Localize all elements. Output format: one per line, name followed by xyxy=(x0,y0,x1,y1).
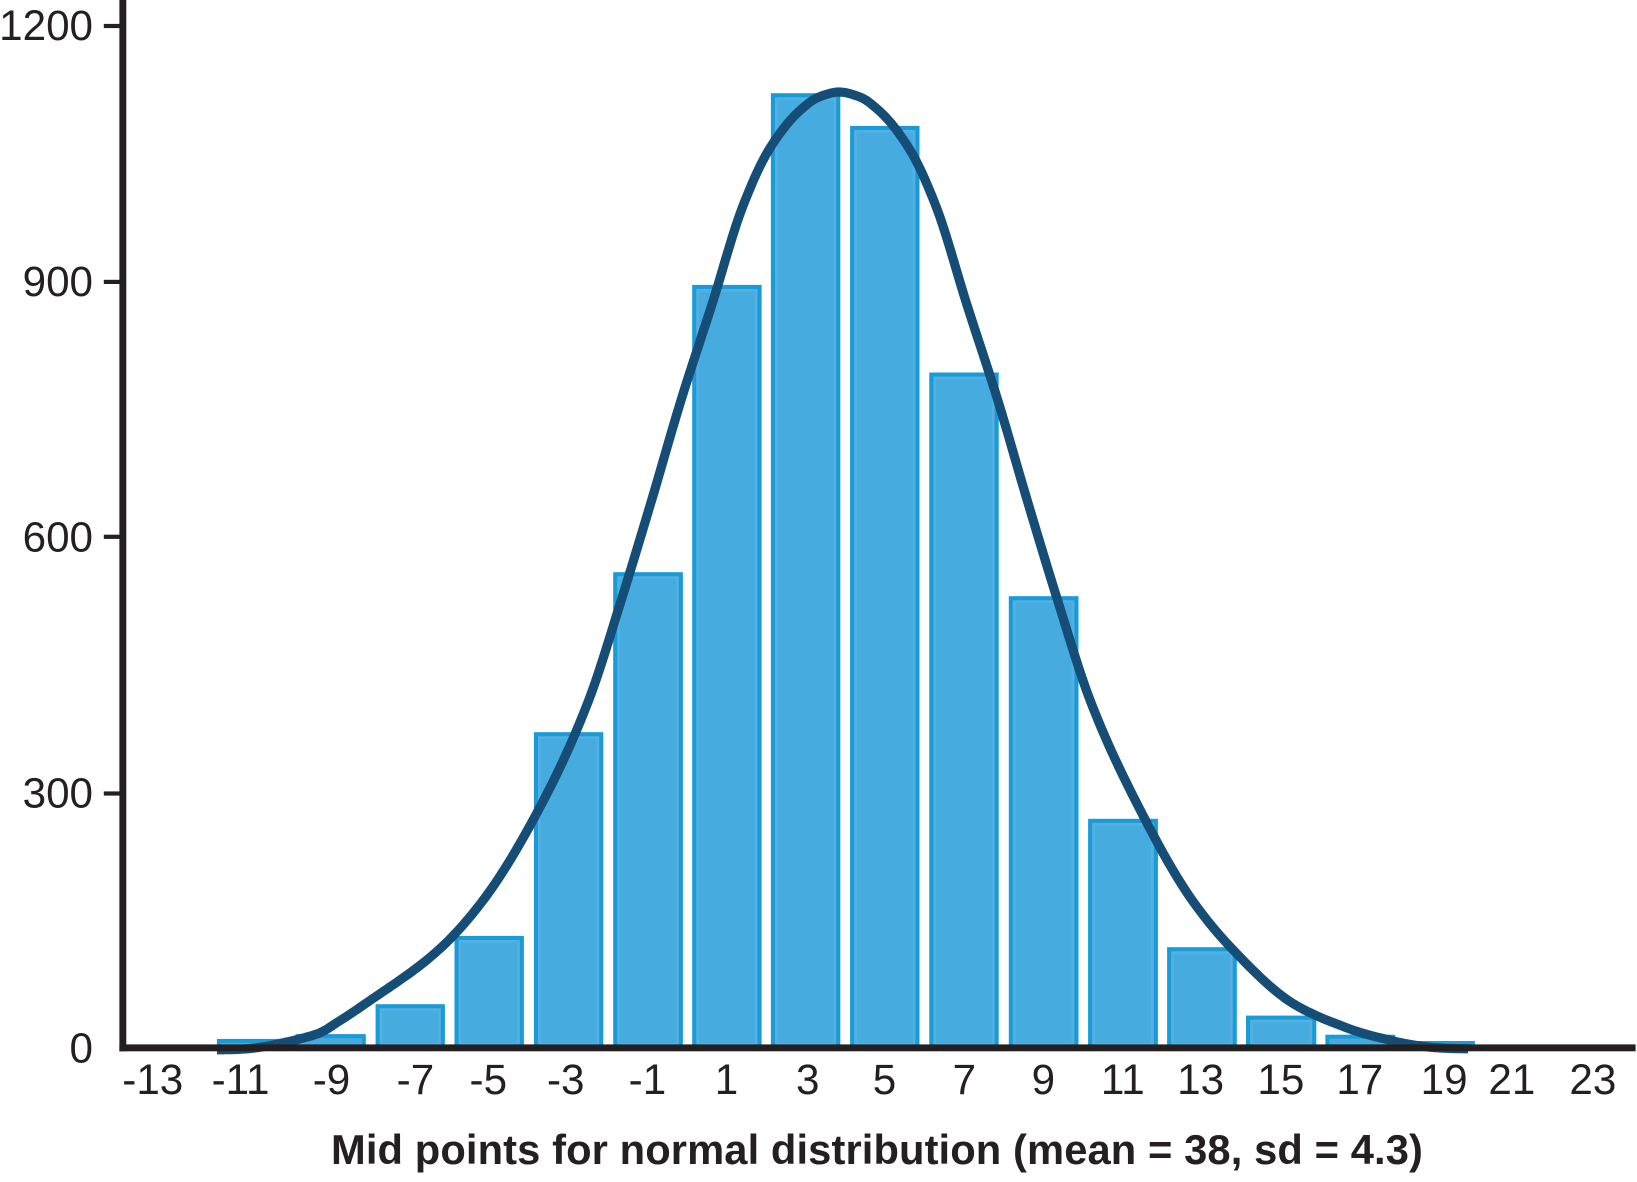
svg-text:3: 3 xyxy=(796,1056,819,1103)
svg-text:600: 600 xyxy=(23,514,93,561)
svg-text:15: 15 xyxy=(1257,1056,1304,1103)
svg-text:-11: -11 xyxy=(212,1056,270,1103)
svg-text:1200: 1200 xyxy=(0,2,93,49)
svg-text:17: 17 xyxy=(1336,1056,1383,1103)
svg-text:-13: -13 xyxy=(122,1056,183,1103)
svg-text:1: 1 xyxy=(715,1056,738,1103)
svg-text:900: 900 xyxy=(23,258,93,305)
svg-text:13: 13 xyxy=(1177,1056,1224,1103)
svg-text:7: 7 xyxy=(953,1056,976,1103)
svg-text:21: 21 xyxy=(1488,1056,1535,1103)
svg-text:9: 9 xyxy=(1032,1056,1055,1103)
svg-text:Mid points for normal distribu: Mid points for normal distribution (mean… xyxy=(331,1126,1423,1173)
svg-text:0: 0 xyxy=(70,1025,93,1072)
svg-text:-1: -1 xyxy=(629,1056,667,1103)
svg-text:11: 11 xyxy=(1101,1056,1145,1103)
svg-text:23: 23 xyxy=(1569,1056,1616,1103)
svg-text:-7: -7 xyxy=(397,1056,435,1103)
svg-text:19: 19 xyxy=(1421,1056,1468,1103)
svg-text:-3: -3 xyxy=(547,1056,585,1103)
svg-text:-9: -9 xyxy=(313,1056,351,1103)
svg-text:-5: -5 xyxy=(470,1056,508,1103)
svg-text:5: 5 xyxy=(873,1056,896,1103)
svg-text:300: 300 xyxy=(23,769,93,816)
